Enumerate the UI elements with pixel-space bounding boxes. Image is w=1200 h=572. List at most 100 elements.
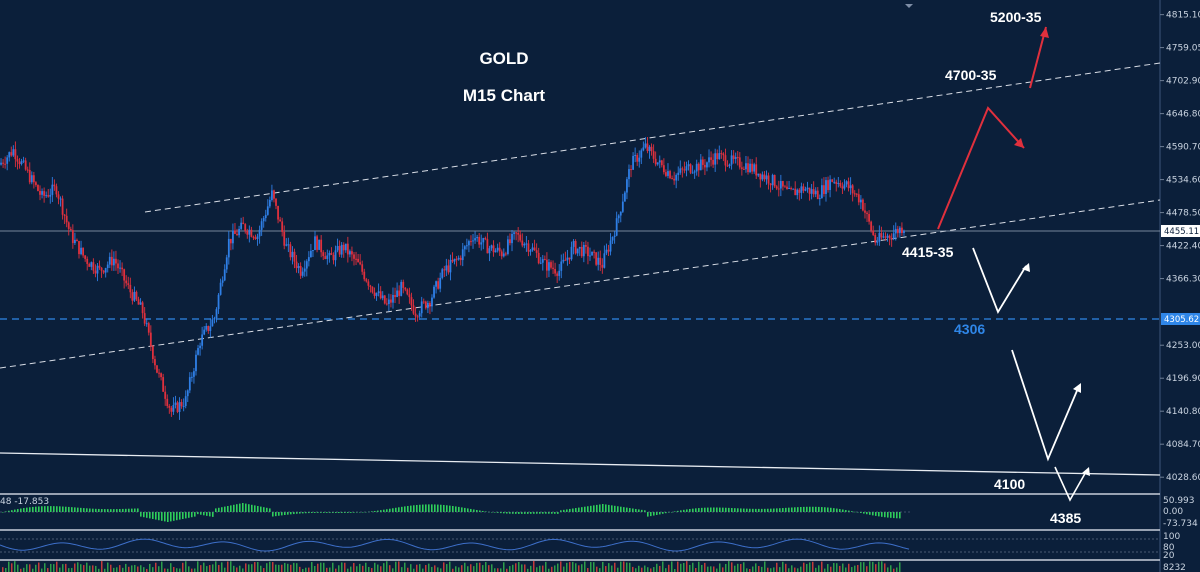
volume-bar — [782, 561, 784, 572]
volume-bar — [581, 564, 583, 572]
histogram-bar — [641, 509, 643, 512]
candle-body — [872, 230, 875, 235]
candle-body — [607, 249, 610, 252]
candle-body — [798, 189, 801, 193]
histogram-bar — [338, 512, 340, 513]
volume-bar — [542, 565, 544, 572]
candle-body — [104, 268, 107, 273]
candle-body — [453, 258, 456, 262]
candle-body — [779, 181, 782, 189]
histogram-bar — [704, 507, 706, 512]
candle-body — [316, 236, 318, 250]
candle-body — [816, 190, 819, 200]
candle-body — [332, 254, 335, 261]
candle-body — [461, 249, 464, 261]
volume-bar — [443, 562, 445, 572]
candle-body — [667, 171, 669, 176]
chart-title: GOLD — [479, 49, 528, 68]
candle-body — [67, 222, 70, 229]
histogram-bar — [740, 508, 742, 512]
volume-bar — [44, 563, 46, 572]
volume-bar — [848, 563, 850, 572]
histogram-bar — [650, 512, 652, 517]
histogram-bar — [74, 507, 76, 512]
price-tick-label: 4815.10 — [1166, 11, 1200, 21]
volume-bar — [524, 564, 526, 572]
candle-body — [554, 268, 557, 274]
candle-body — [435, 281, 437, 287]
histogram-bar — [320, 512, 322, 513]
candle-body — [584, 245, 587, 247]
histogram-bar — [377, 510, 379, 512]
label-5200: 5200-35 — [990, 9, 1042, 25]
volume-bar — [2, 567, 4, 572]
candle-body — [673, 178, 676, 181]
macd-value-label: 48 -17.853 — [0, 497, 49, 507]
histogram-bar — [143, 512, 145, 518]
histogram-bar — [62, 506, 64, 512]
volume-bar — [221, 562, 223, 572]
volume-bar — [425, 565, 427, 572]
scroll-marker-icon[interactable] — [905, 4, 913, 8]
candle-body — [338, 245, 341, 255]
histogram-bar — [653, 512, 655, 516]
candle-body — [886, 235, 889, 238]
price-tick-label: 4702.90 — [1166, 77, 1200, 87]
histogram-bar — [89, 508, 91, 512]
candle-body — [238, 228, 240, 236]
volume-bar — [410, 564, 412, 572]
histogram-bar — [866, 512, 868, 515]
histogram-bar — [737, 508, 739, 512]
histogram-bar — [350, 512, 352, 513]
histogram-bar — [839, 509, 841, 512]
volume-bar — [698, 561, 700, 572]
candle-body — [398, 290, 401, 296]
volume-bar — [806, 563, 808, 572]
candle-body — [344, 243, 347, 251]
candle-body — [193, 371, 195, 377]
candle-body — [201, 334, 204, 346]
volume-bar — [509, 566, 511, 572]
bull-scenario-arrows — [937, 26, 1049, 230]
volume-bar — [536, 567, 538, 572]
candle-body — [16, 159, 19, 162]
volume-bar — [878, 561, 880, 572]
candle-body — [486, 239, 489, 254]
histogram-bar — [551, 512, 553, 514]
volume-bar — [839, 565, 841, 572]
candle-body — [217, 294, 220, 310]
arrowhead-icon — [1040, 27, 1049, 38]
histogram-bar — [185, 512, 187, 519]
histogram-bar — [116, 509, 118, 512]
volume-bar — [359, 563, 361, 572]
candle-body — [324, 256, 327, 259]
histogram-bar — [230, 505, 232, 512]
volume-scale: 8232 — [1163, 563, 1186, 572]
candle-body — [297, 265, 300, 269]
volume-bar — [560, 561, 562, 572]
histogram-bar — [776, 508, 778, 512]
volume-bar — [644, 565, 646, 572]
volume-bar — [743, 562, 745, 572]
volume-bar — [446, 564, 448, 572]
histogram-bar — [284, 512, 286, 516]
candle-body — [392, 294, 394, 303]
volume-bars — [2, 561, 901, 572]
candle-body — [49, 194, 52, 197]
histogram-bar — [668, 512, 670, 513]
volume-bar — [344, 562, 346, 572]
volume-bar — [386, 561, 388, 572]
volume-bar — [53, 564, 55, 572]
candle-body — [410, 297, 413, 306]
candle-body — [743, 168, 745, 170]
candle-body — [802, 186, 805, 191]
histogram-bar — [512, 512, 514, 514]
histogram-bar — [656, 512, 658, 515]
volume-bar — [758, 566, 760, 572]
histogram-bar — [731, 508, 733, 512]
volume-bar — [827, 564, 829, 572]
candle-body — [451, 259, 454, 262]
histogram-bar — [137, 508, 139, 512]
volume-bar — [569, 562, 571, 572]
candle-body — [472, 240, 474, 242]
